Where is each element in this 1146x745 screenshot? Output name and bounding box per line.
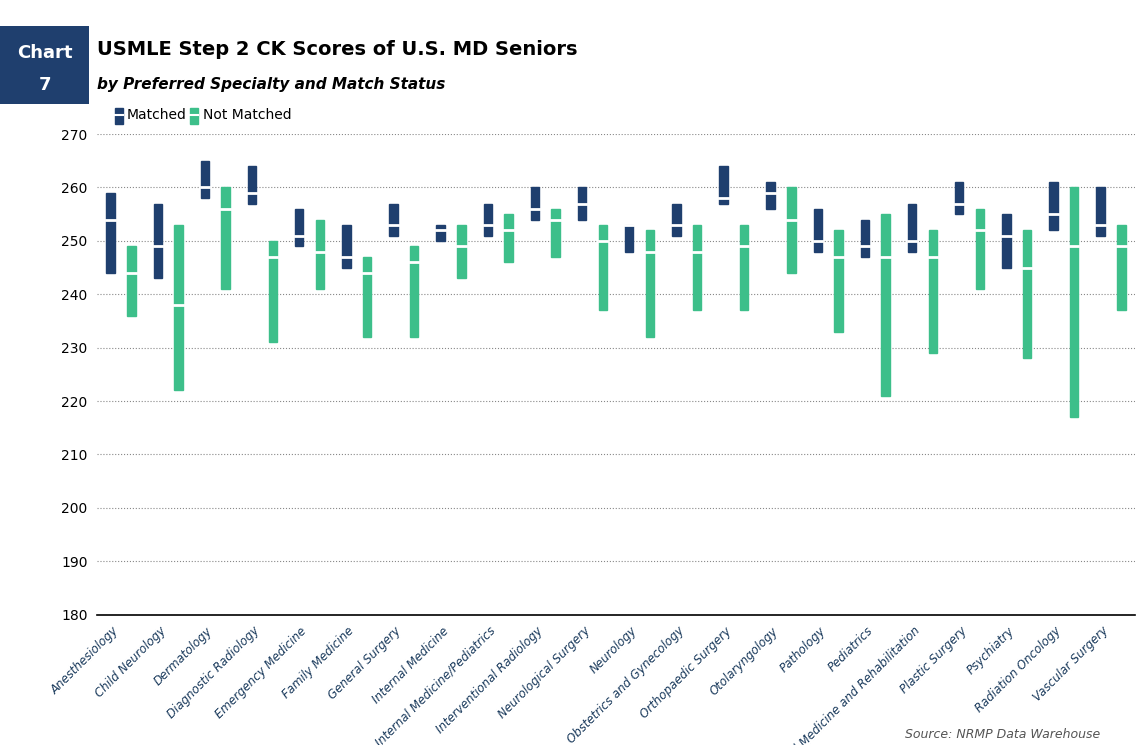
Bar [787,188,795,273]
Bar [201,161,209,198]
Bar [295,209,304,246]
Bar [551,209,560,257]
Bar [1097,188,1105,235]
Bar [645,230,654,337]
Bar [740,225,748,310]
Bar [908,203,917,252]
Bar [410,246,418,337]
Bar [1070,188,1078,417]
Text: Chart: Chart [17,45,72,63]
Text: USMLE Step 2 CK Scores of U.S. MD Seniors: USMLE Step 2 CK Scores of U.S. MD Senior… [97,40,578,59]
Bar [127,246,135,316]
Bar [437,225,445,241]
Bar [861,220,869,257]
Bar [1002,214,1011,267]
Bar [174,225,182,390]
Bar [928,230,937,353]
Bar [221,188,230,289]
Text: by Preferred Specialty and Match Status: by Preferred Specialty and Match Status [97,77,446,92]
Bar [720,166,728,203]
Bar [834,230,842,332]
Bar [154,203,162,278]
Bar [598,225,607,310]
Text: 7: 7 [39,76,50,94]
Bar [342,225,351,267]
Bar [1117,225,1125,310]
Bar [881,214,890,396]
Bar [363,257,371,337]
Bar [693,225,701,310]
Text: Source: NRMP Data Warehouse: Source: NRMP Data Warehouse [905,728,1100,741]
Bar [484,203,492,235]
Bar [248,166,257,203]
Text: Not Matched: Not Matched [203,109,291,122]
Bar [955,182,964,214]
Bar [268,241,277,342]
Bar [0,26,89,104]
Bar [107,193,115,273]
Bar [504,214,512,262]
Bar [115,108,123,124]
Bar [315,220,324,289]
Bar [625,225,634,252]
Text: Matched: Matched [127,109,187,122]
Bar [578,188,587,220]
Bar [457,225,465,278]
Bar [767,182,775,209]
Bar [1050,182,1058,230]
Bar [531,188,539,220]
Bar [975,209,984,289]
Bar [1023,230,1031,358]
Bar [390,203,398,235]
Bar [190,108,198,124]
Bar [814,209,822,252]
Bar [672,203,681,235]
